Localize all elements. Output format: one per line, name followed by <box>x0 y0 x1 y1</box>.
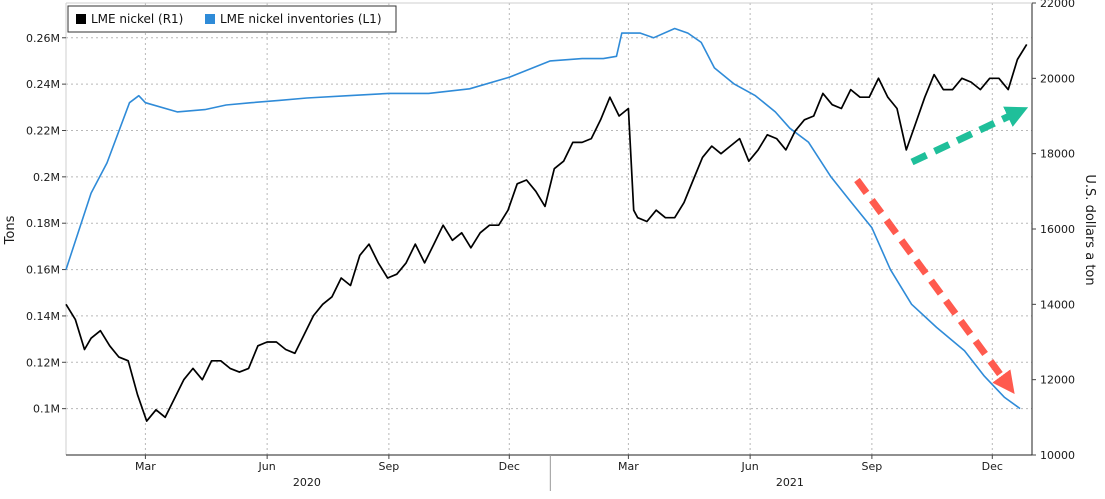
x-year-label: 2020 <box>293 476 321 489</box>
right-tick-label: 14000 <box>1040 298 1075 311</box>
right-tick-label: 16000 <box>1040 223 1075 236</box>
series-line-nickel-price <box>65 43 1028 422</box>
legend-label-inventories: LME nickel inventories (L1) <box>220 12 382 26</box>
legend-label-nickel: LME nickel (R1) <box>91 12 183 26</box>
left-axis-title: Tons <box>3 215 18 245</box>
legend-swatch-nickel <box>76 14 86 24</box>
x-tick-label: Dec <box>982 460 1003 473</box>
x-tick-label: Sep <box>379 460 400 473</box>
series-lines <box>65 27 1028 422</box>
left-tick-label: 0.14M <box>26 310 60 323</box>
x-tick-label: Dec <box>499 460 520 473</box>
legend: LME nickel (R1) LME nickel inventories (… <box>67 5 397 33</box>
x-tick-label: Sep <box>862 460 883 473</box>
left-tick-label: 0.1M <box>33 403 60 416</box>
left-tick-label: 0.26M <box>26 32 60 45</box>
x-tick-label: Mar <box>135 460 156 473</box>
x-tick-label: Mar <box>618 460 639 473</box>
left-tick-label: 0.22M <box>26 124 60 137</box>
left-axis-ticks: 0.1M 0.12M 0.14M 0.16M 0.18M 0.2M 0.22M 0.24M 0.… <box>26 32 66 416</box>
x-axis-ticks: Mar Jun Sep Dec Mar Jun Sep Dec 2020 2021 <box>135 455 1003 491</box>
grid-lines <box>66 3 1032 455</box>
left-tick-label: 0.16M <box>26 264 60 277</box>
annotation-arrow-down <box>854 177 1015 395</box>
left-tick-label: 0.24M <box>26 78 60 91</box>
right-tick-label: 22000 <box>1040 0 1075 10</box>
right-tick-label: 12000 <box>1040 374 1075 387</box>
series-line-inventories <box>65 27 1021 410</box>
x-tick-label: Jun <box>258 460 276 473</box>
right-tick-label: 10000 <box>1040 449 1075 462</box>
legend-swatch-inventories <box>205 14 215 24</box>
right-tick-label: 20000 <box>1040 72 1075 85</box>
right-axis-title: U.S. dollars a ton <box>1082 174 1097 285</box>
x-year-label: 2021 <box>776 476 804 489</box>
legend-box <box>67 5 397 33</box>
annotation-arrow-up <box>910 106 1029 166</box>
right-axis-ticks: 10000 12000 14000 16000 18000 20000 22000 <box>1032 0 1075 462</box>
left-tick-label: 0.18M <box>26 217 60 230</box>
x-tick-label: Jun <box>741 460 759 473</box>
left-tick-label: 0.2M <box>33 171 60 184</box>
right-tick-label: 18000 <box>1040 148 1075 161</box>
left-tick-label: 0.12M <box>26 356 60 369</box>
